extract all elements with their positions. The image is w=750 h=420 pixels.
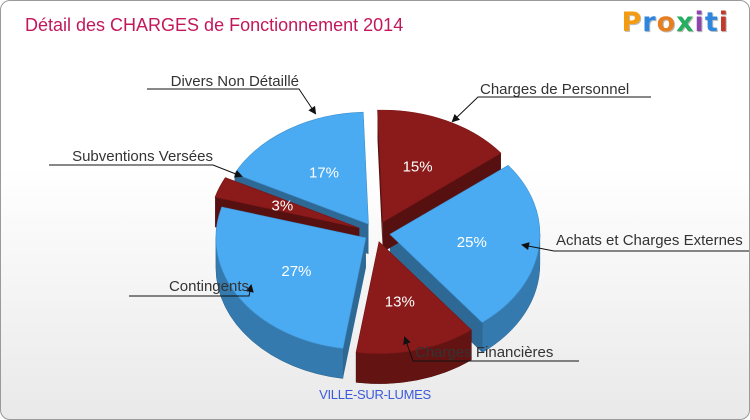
pie-slice-5[interactable]	[234, 111, 369, 225]
slice-category-label: Divers Non Détaillé	[171, 73, 299, 90]
slice-edge-3	[342, 237, 366, 379]
city-subtitle: VILLE-SUR-LUMES	[319, 387, 431, 402]
slice-category-label: Contingents	[169, 278, 249, 295]
slice-category-label: Achats et Charges Externes	[556, 232, 743, 249]
leader-line	[521, 242, 749, 252]
pie-slice-4[interactable]	[214, 177, 360, 229]
slice-pct-label: 27%	[281, 263, 311, 280]
slice-pct-label: 13%	[385, 293, 415, 310]
leader-line	[403, 336, 579, 362]
leader-line	[451, 96, 651, 123]
pie-tops: 15% 25% 13% 27% 3% 17%	[214, 109, 541, 354]
slice-pct-label: 15%	[403, 158, 433, 175]
leader-line	[49, 164, 243, 178]
slice-category-label: Charges de Personnel	[480, 81, 629, 98]
leader-line	[129, 284, 254, 297]
slice-pct-label: 17%	[309, 164, 339, 181]
slice-category-label: Subventions Versées	[72, 148, 213, 165]
slice-category-label: Charges Financières	[415, 344, 553, 361]
slice-pct-label: 3%	[272, 198, 294, 215]
slice-edge-0	[377, 110, 383, 253]
pie-slice-3[interactable]	[215, 206, 367, 349]
pie-slice-0[interactable]	[377, 109, 502, 223]
slice-pct-label: 25%	[457, 234, 487, 251]
leader-line	[147, 88, 317, 115]
proxiti-logo[interactable]: Proxiti	[621, 7, 729, 38]
pie-slice-2[interactable]	[355, 241, 472, 354]
chart-title: Détail des CHARGES de Fonctionnement 201…	[25, 15, 404, 35]
